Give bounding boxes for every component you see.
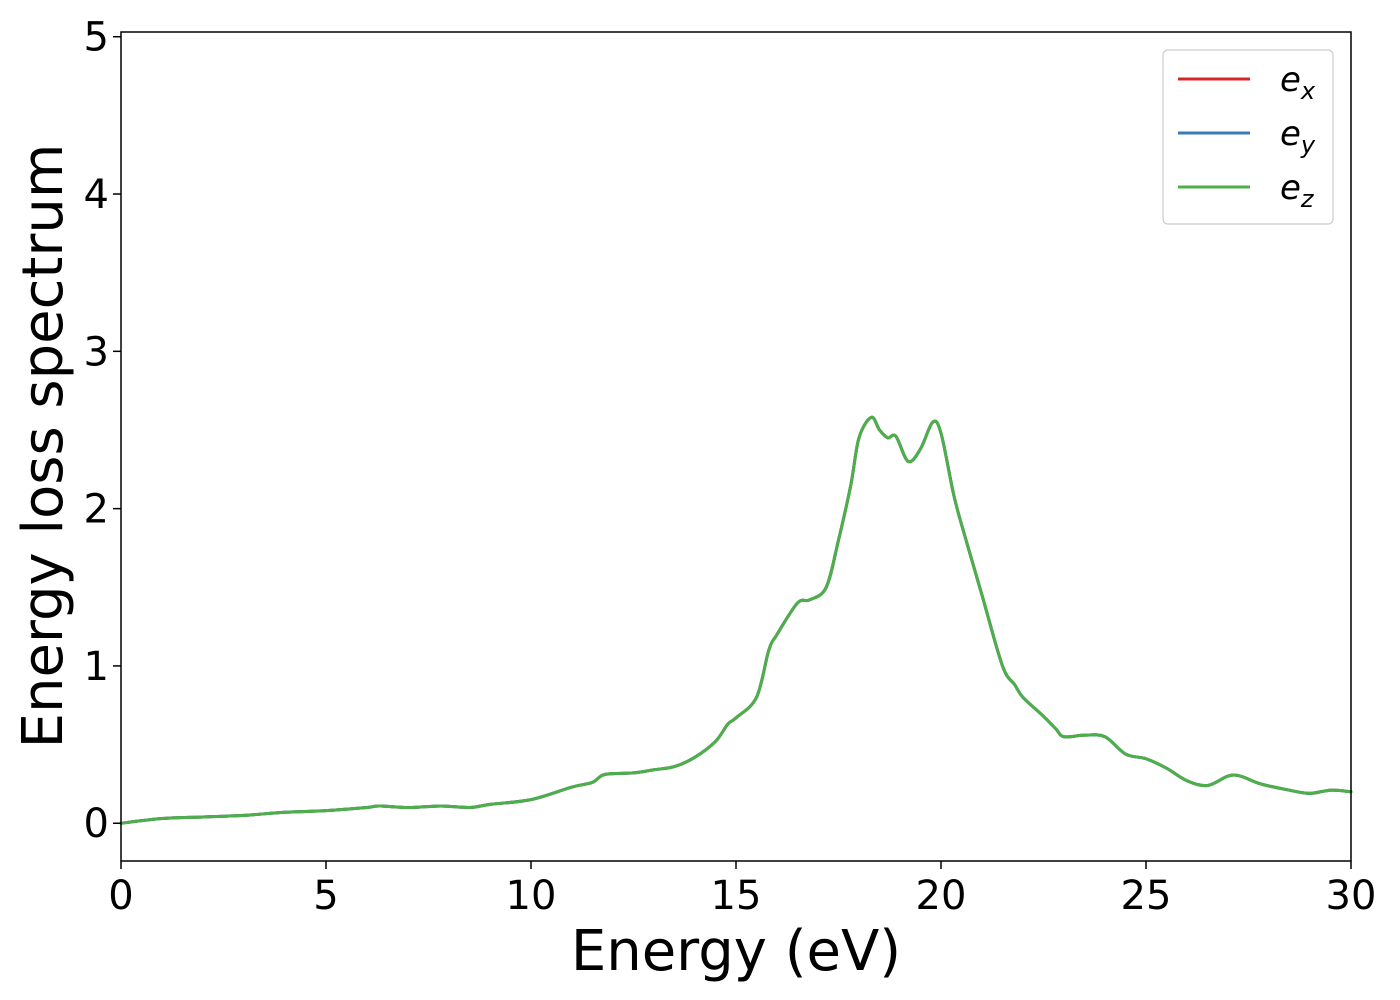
legend: ex ey ez [1162,49,1334,225]
legend-box [1162,49,1334,225]
x-tick-label: 10 [506,873,557,919]
y-tick-label: 4 [84,172,109,218]
x-tick-label: 15 [711,873,762,919]
y-tick-label: 0 [84,801,109,847]
y-tick-label: 1 [84,644,109,690]
tick-layer: 0 5 10 15 20 25 30 0 1 2 3 4 5 [84,15,1377,919]
x-tick-label: 5 [313,873,338,919]
series-line-z [119,415,1353,825]
y-tick-label: 2 [84,487,109,533]
x-axis-label: Energy (eV) [571,919,901,984]
x-tick-label: 0 [108,873,133,919]
series-layer [119,415,1353,825]
x-tick-label: 20 [916,873,967,919]
x-tick-label: 25 [1121,873,1172,919]
x-tick-label: 30 [1326,873,1377,919]
legend-label-z: ez [1280,168,1315,213]
y-tick-label: 3 [84,329,109,375]
legend-label-x: ex [1280,60,1316,105]
y-axis-label: Energy loss spectrum [11,144,76,749]
plot-area [121,32,1351,861]
plot-frame [120,31,1352,862]
legend-label-y: ey [1280,114,1316,159]
y-tick-label: 5 [84,15,109,61]
